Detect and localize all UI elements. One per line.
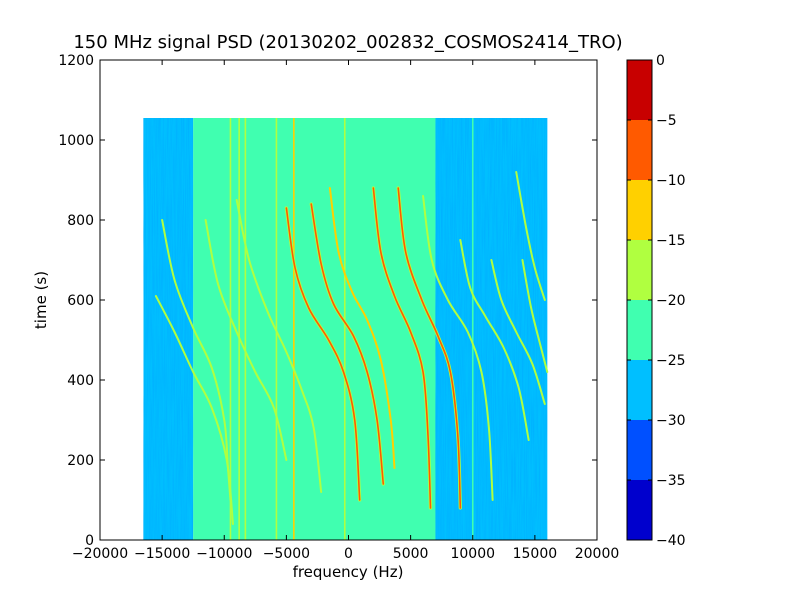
y-tick-label: 1000 xyxy=(58,133,94,149)
colorbar-swatch-4 xyxy=(627,240,652,300)
doppler-track-13 xyxy=(521,259,549,373)
background-noise-0 xyxy=(143,118,194,540)
colorbar-swatch-5 xyxy=(627,180,652,240)
colorbar-swatch-7 xyxy=(627,60,652,120)
x-tick-label: 15000 xyxy=(513,546,558,562)
doppler-track-1 xyxy=(154,295,234,525)
x-tick-label: 5000 xyxy=(393,546,429,562)
doppler-track-2 xyxy=(204,219,288,461)
x-tick-label: −20000 xyxy=(72,546,128,562)
colorbar-swatch-6 xyxy=(627,120,652,180)
x-tick-label: 20000 xyxy=(575,546,620,562)
vertical-carriers xyxy=(229,118,474,540)
colorbar-tick-label: −25 xyxy=(656,353,686,369)
x-tick-label: −10000 xyxy=(196,546,252,562)
x-tick-label: 0 xyxy=(344,546,353,562)
colorbar-tick-label: 0 xyxy=(656,53,665,69)
colorbar-swatch-0 xyxy=(627,480,652,540)
x-tick-label: 10000 xyxy=(450,546,495,562)
y-tick-label: 0 xyxy=(85,533,94,549)
background-band-1 xyxy=(193,118,436,540)
doppler-track-11 xyxy=(490,259,546,405)
doppler-track-4 xyxy=(285,207,361,501)
y-tick-label: 600 xyxy=(67,293,94,309)
colorbar-tick-label: −30 xyxy=(656,413,686,429)
y-axis-ticks: 0 200 400 600 800 1000 1200 xyxy=(58,53,597,549)
colorbar: 0 −5 −10 −15 −20 −25 −30 −35 −40 xyxy=(626,53,686,549)
x-tick-label: −15000 xyxy=(134,546,190,562)
y-axis-label: time (s) xyxy=(32,271,50,329)
doppler-track-7 xyxy=(372,187,432,509)
colorbar-tick-label: −35 xyxy=(656,473,686,489)
chart-title: 150 MHz signal PSD (20130202_002832_COSM… xyxy=(73,32,622,53)
y-tick-label: 400 xyxy=(67,373,94,389)
colorbar-tick-label: −40 xyxy=(656,533,686,549)
doppler-track-6 xyxy=(328,187,396,469)
doppler-tracks xyxy=(154,171,549,525)
colorbar-swatch-2 xyxy=(627,360,652,420)
colorbar-swatch-3 xyxy=(627,300,652,360)
doppler-track-12 xyxy=(515,171,546,301)
doppler-track-5 xyxy=(310,203,385,485)
y-tick-label: 200 xyxy=(67,453,94,469)
y-tick-label: 800 xyxy=(67,213,94,229)
x-tick-label: −5000 xyxy=(263,546,310,562)
x-axis-label: frequency (Hz) xyxy=(293,563,404,581)
colorbar-tick-label: −5 xyxy=(656,113,677,129)
doppler-track-8 xyxy=(397,187,462,509)
colorbar-tick-label: −10 xyxy=(656,173,686,189)
colorbar-tick-label: −15 xyxy=(656,233,686,249)
colorbar-swatch-1 xyxy=(627,420,652,480)
doppler-track-3 xyxy=(235,199,323,493)
doppler-track-9 xyxy=(422,195,494,501)
plot-area xyxy=(143,118,549,540)
doppler-track-10 xyxy=(459,239,530,441)
y-tick-label: 1200 xyxy=(58,53,94,69)
x-axis-ticks: −20000 −15000 −10000 −5000 0 5000 10000 15000 20… xyxy=(72,60,619,562)
colorbar-tick-label: −20 xyxy=(656,293,686,309)
